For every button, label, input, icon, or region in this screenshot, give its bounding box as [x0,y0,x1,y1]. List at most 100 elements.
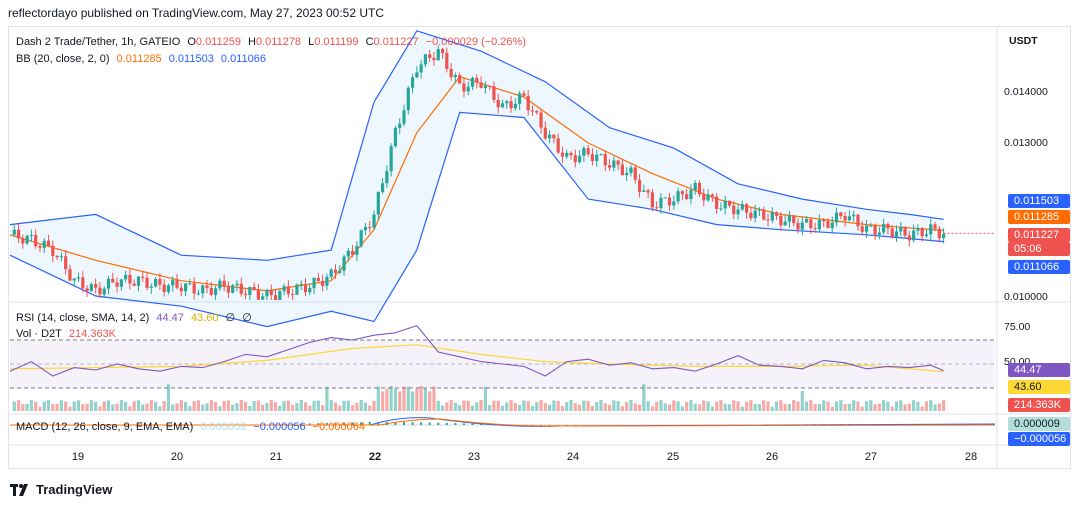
candle-body [783,221,787,226]
candle-body [128,274,132,284]
candle-body [42,240,46,248]
volume-bar [286,400,290,411]
volume-bar [586,401,590,411]
macd-hist-bar [351,422,354,425]
candle-body [25,235,29,244]
candle-body [81,277,85,289]
macd-hist-bar [394,422,397,425]
volume-bar [363,402,368,411]
candle-body [894,231,899,237]
volume-bar [445,402,449,411]
candle-body [34,235,38,247]
candle-body [59,256,63,258]
candle-body [385,171,389,184]
candle-body [248,286,252,296]
volume-bar [937,403,941,411]
candle-body [590,154,595,162]
candle-body [102,288,106,295]
candle-body [796,223,800,230]
volume-bar [398,391,402,411]
bb-band-fill [10,32,944,327]
volume-bar [916,401,920,411]
volume-bar [265,403,269,411]
candle-body [428,54,432,58]
candle-body [522,93,526,96]
candle-body [38,246,42,248]
volume-bar [269,400,273,411]
tradingview-logo[interactable]: TradingView [10,482,112,497]
volume-bar [582,400,586,411]
volume-bar [248,406,252,411]
time-tick-24: 24 [566,451,580,463]
volume-bar [201,404,205,411]
rsi-extra-1: ∅ [225,312,236,324]
volume-bar [920,406,924,411]
candle-body [834,212,839,223]
volume-bar [616,401,620,411]
bb-basis-value: 0.011285 [116,53,162,65]
volume-bar [830,406,834,411]
volume-bar [235,403,239,411]
candle-body [94,284,98,288]
volume-bar [321,405,325,411]
volume-bar [175,403,179,411]
candle-body [607,165,612,168]
bb-legend[interactable]: BB (20, close, 2, 0) 0.011285 0.011503 0… [16,53,270,65]
candle-body [509,101,513,109]
volume-bar [513,402,517,411]
close-label: C [365,36,374,48]
candle-body [800,222,804,230]
volume-bar [299,400,303,411]
candle-body [762,209,766,220]
candle-body [496,99,500,108]
volume-bar [466,400,470,411]
candle-body [573,155,577,163]
candle-body [706,194,710,201]
volume-bar [213,402,218,411]
candle-body [757,209,762,211]
rsi-legend[interactable]: RSI (14, close, SMA, 14, 2) 44.47 43.60 … [16,311,256,324]
volume-bar [693,403,697,411]
candle-body [715,196,719,209]
candle-body [565,152,569,157]
candle-body [937,228,941,239]
volume-bar [642,384,646,411]
volume-bar [509,400,513,411]
volume-bar [569,400,573,411]
candle-body [136,276,141,286]
candle-body [355,246,359,255]
macd-legend[interactable]: MACD (12, 26, close, 9, EMA, EMA) 0.0000… [16,421,369,433]
candle-body [462,83,466,92]
volume-bar [620,406,625,411]
candle-body [924,234,929,237]
symbol-name[interactable]: Dash 2 Trade/Tether, 1h, GATEIO [16,36,181,48]
candle-body [423,54,428,65]
volume-bar [368,405,372,411]
macd-hist-bar [471,423,474,425]
volume-bar [136,400,141,411]
candle-body [449,68,453,78]
volume-bar [779,400,783,411]
macd-hist-bar [548,425,551,426]
volume-bar [749,400,753,411]
volume-bar [530,405,535,411]
volume-bar [804,401,809,411]
bb-basis-tag: 0.011285 [1008,210,1070,224]
candle-body [436,49,440,61]
volume-bar [359,400,363,411]
vol-legend[interactable]: Vol · D2T 214.363K [16,328,120,340]
volume-bar [196,400,201,411]
candle-body [620,164,625,176]
candle-body [779,215,783,226]
time-tick-19: 19 [71,451,85,463]
candle-body [115,282,119,287]
candle-body [740,204,744,210]
volume-bar [385,388,389,411]
volume-bar [556,400,560,411]
candle-body [556,138,560,153]
volume-bar [231,404,235,411]
candle-body [470,77,475,87]
volume-bar [877,403,881,411]
volume-bar [500,405,505,411]
